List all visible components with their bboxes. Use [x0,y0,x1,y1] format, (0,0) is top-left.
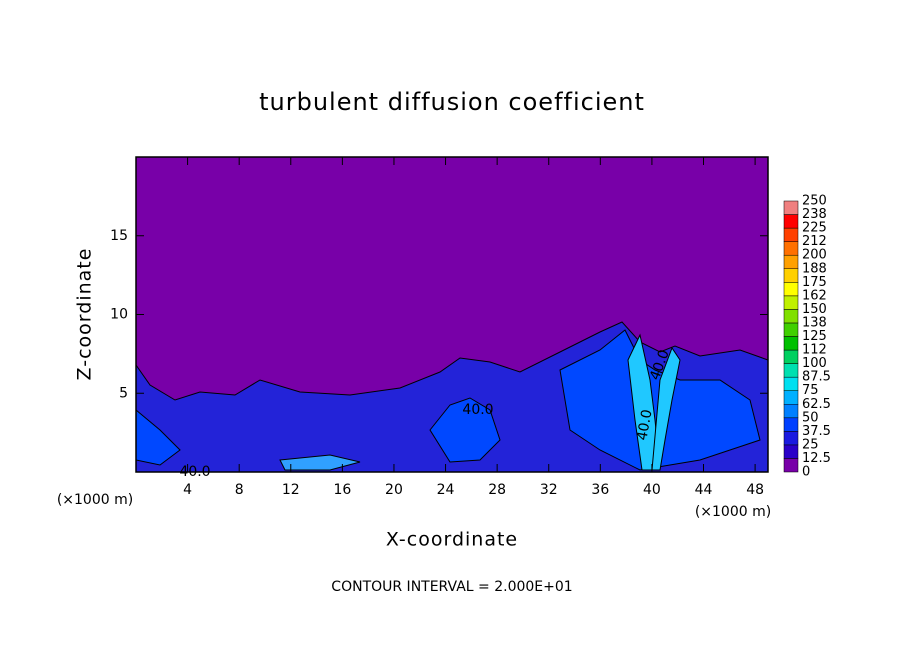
x-tick-label: 12 [282,482,300,498]
chart-title: turbulent diffusion coefficient [259,88,645,116]
colorbar-segment [783,200,799,215]
colorbar-label: 225 [802,221,827,236]
y-axis-label: Z-coordinate [74,248,96,381]
colorbar-segment [783,254,799,269]
colorbar-segment [783,336,799,351]
x-tick-label: 44 [695,482,713,498]
colorbar-label: 188 [802,261,827,276]
x-tick-label: 24 [437,482,455,498]
colorbar-label: 12.5 [802,451,831,466]
colorbar-segment [783,227,799,242]
colorbar-label: 50 [802,410,819,425]
x-axis-label: X-coordinate [386,529,518,551]
colorbar-segment [783,431,799,446]
colorbar-segment [783,376,799,391]
x-unit-label: (×1000 m) [57,492,133,508]
colorbar-label: 125 [802,329,827,344]
colorbar-segment [783,268,799,283]
x-tick-label: 40 [643,482,661,498]
colorbar-segment [783,322,799,337]
colorbar-segment [783,349,799,364]
x-tick-label: 28 [488,482,506,498]
colorbar-label: 87.5 [802,370,831,385]
colorbar-label: 162 [802,288,827,303]
field-region [651,346,681,471]
field-region [429,397,501,463]
y-tick-label: 10 [110,307,128,323]
colorbar-segment [783,444,799,459]
colorbar-label: 62.5 [802,397,831,412]
colorbar-label: 200 [802,248,827,263]
colorbar-segment [783,390,799,405]
colorbar-segment [783,241,799,256]
field-region [279,454,361,471]
colorbar-segment [783,363,799,378]
x-unit-label: (×1000 m) [695,504,771,520]
x-tick-label: 8 [235,482,244,498]
y-tick-label: 5 [119,385,128,401]
colorbar-label: 37.5 [802,424,831,439]
x-tick-label: 48 [746,482,764,498]
colorbar-label: 112 [802,343,827,358]
colorbar-label: 100 [802,356,827,371]
footer: CONTOUR INTERVAL = 2.000E+01 [331,579,572,595]
colorbar-segment [783,295,799,310]
colorbar-label: 25 [802,437,819,452]
x-tick-label: 20 [385,482,403,498]
x-tick-label: 4 [183,482,192,498]
colorbar-segment [783,404,799,419]
colorbar-segment [783,214,799,229]
colorbar-label: 138 [802,315,827,330]
y-tick-label: 15 [110,228,128,244]
colorbar-segment [783,309,799,324]
colorbar-label: 75 [802,383,819,398]
colorbar-segment [783,417,799,432]
x-tick-label: 16 [333,482,351,498]
colorbar-segment [783,458,799,473]
colorbar-label: 250 [802,194,827,209]
x-tick-label: 32 [540,482,558,498]
colorbar-label: 175 [802,275,827,290]
colorbar-label: 212 [802,234,827,249]
field [135,157,769,473]
contour-label: 40.0 [462,402,493,418]
contour-label: 40.0 [634,408,655,441]
x-tick-label: 36 [591,482,609,498]
colorbar-label: 238 [802,207,827,222]
colorbar-segment [783,282,799,297]
colorbar-label: 150 [802,302,827,317]
colorbar-label: 0 [802,465,810,480]
